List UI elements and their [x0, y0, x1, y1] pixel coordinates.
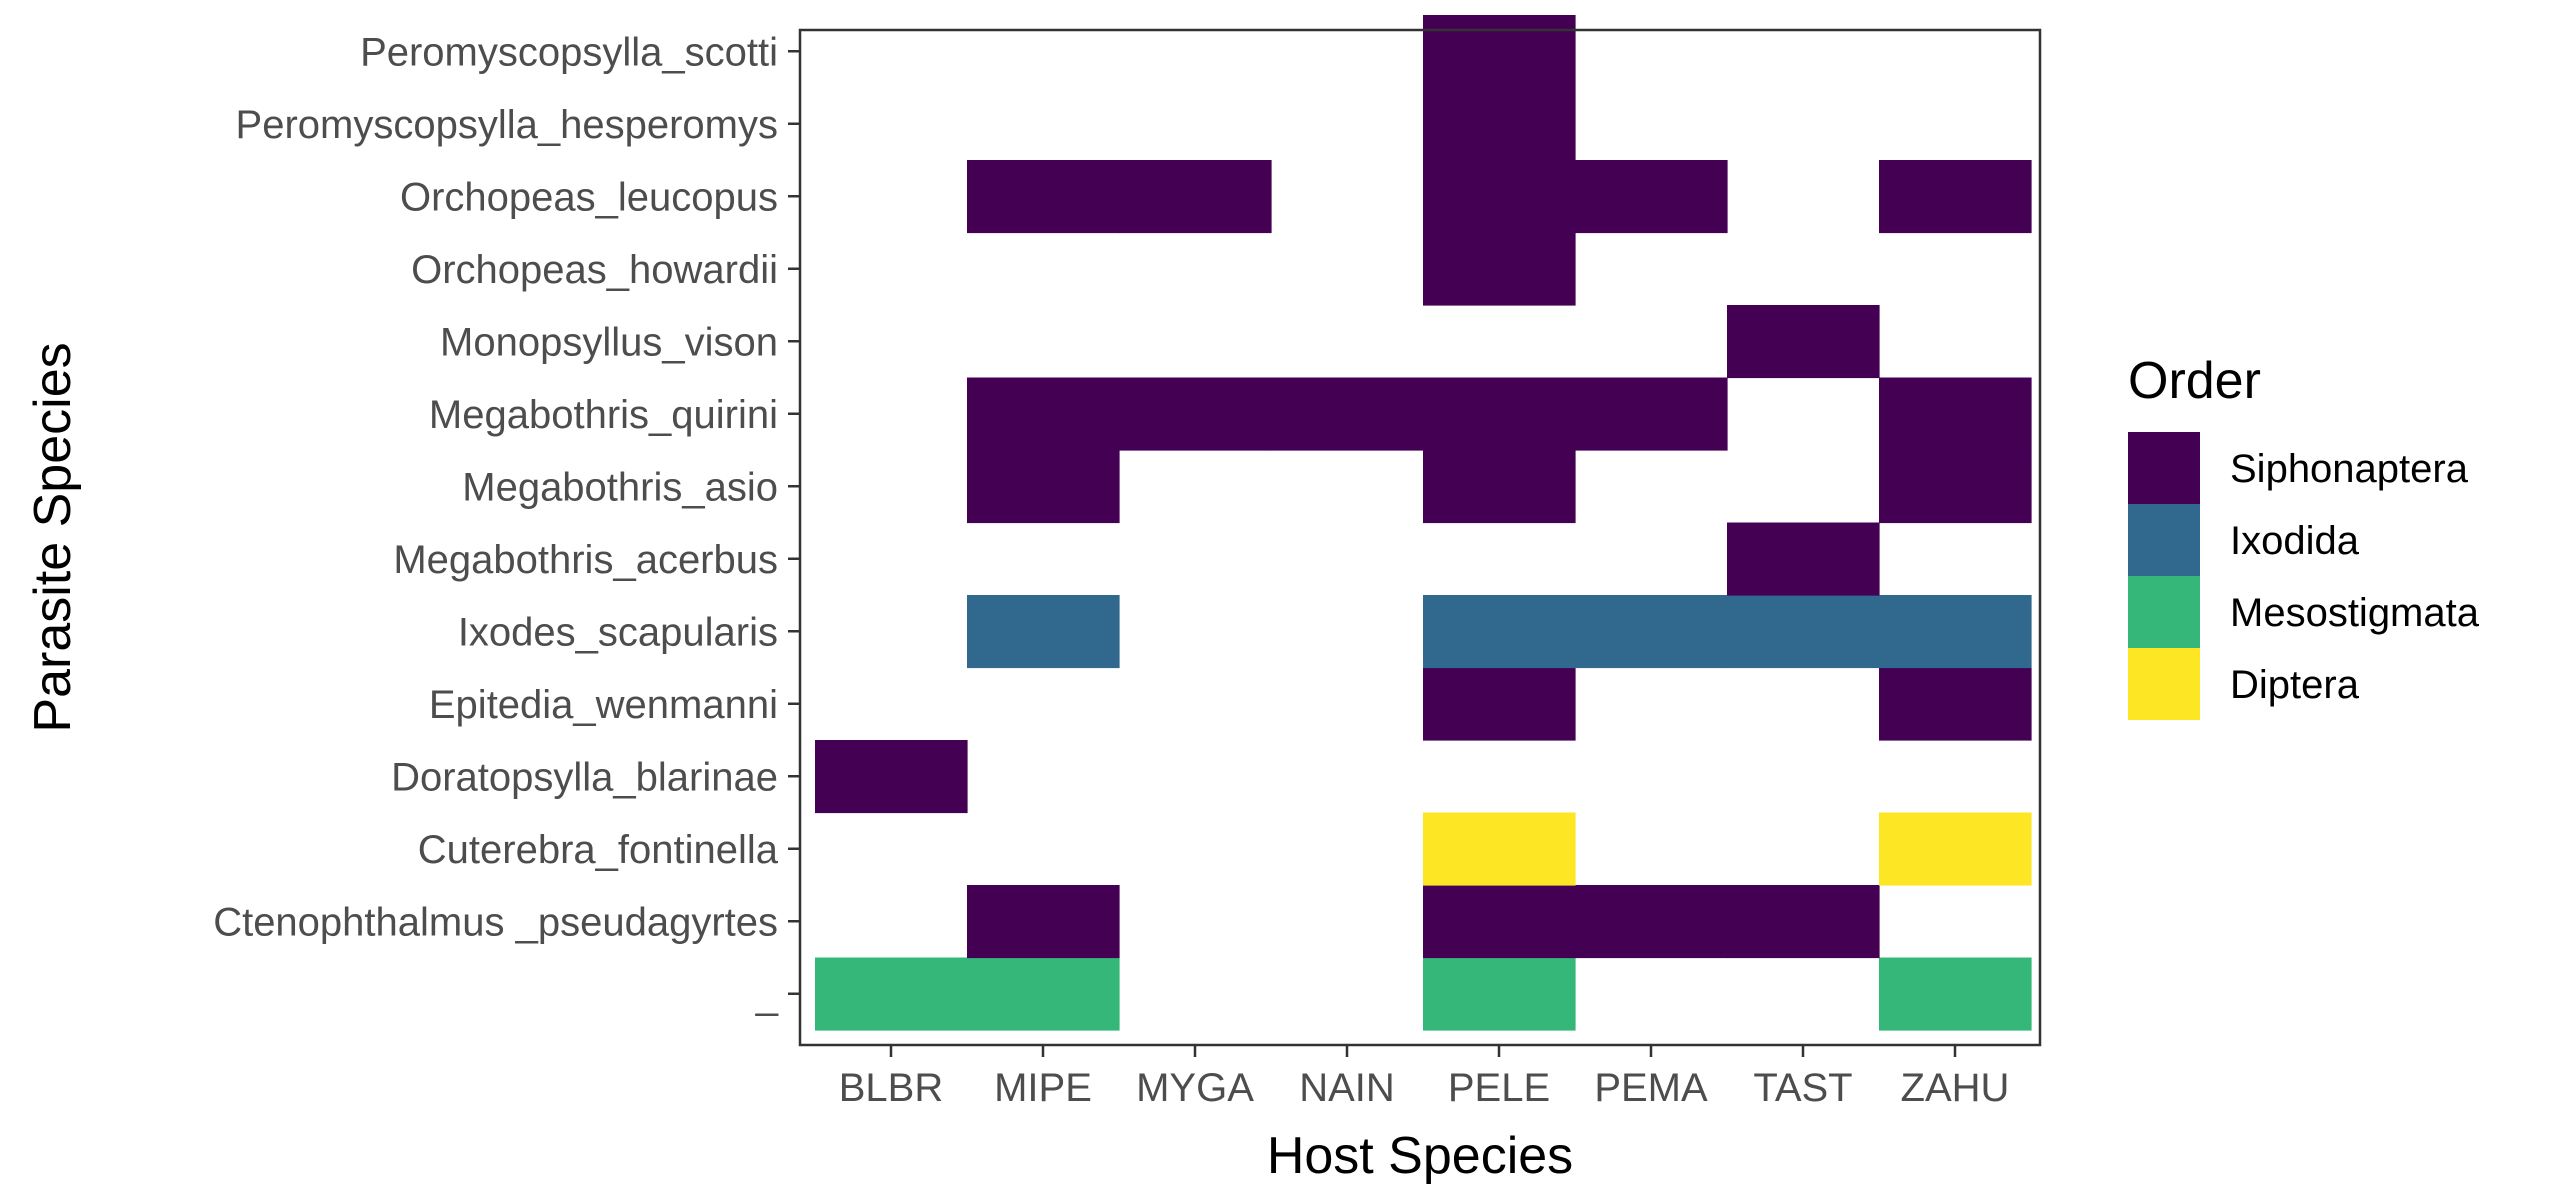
heatmap-cell-pele-megabothris-quirini — [1423, 377, 1576, 451]
x-tick-label: TAST — [1753, 1066, 1852, 1110]
heatmap-cell-zahu-megabothris-asio — [1879, 450, 2032, 524]
heatmap-cell-tast-monopsyllus-vison — [1727, 305, 1880, 379]
heatmap-cell-mipe-blank — [967, 957, 1120, 1031]
x-tick-label: BLBR — [839, 1066, 944, 1110]
y-tick-label: Peromyscopsylla_hesperomys — [236, 103, 778, 147]
heatmap-cell-myga-megabothris-quirini — [1119, 377, 1272, 451]
x-tick-label: PEMA — [1594, 1066, 1708, 1110]
heatmap-cell-pele-ixodes-scapularis — [1423, 595, 1576, 669]
y-tick-label: Megabothris_acerbus — [393, 538, 778, 582]
heatmap-cell-zahu-orchopeas-leucopus — [1879, 160, 2032, 234]
heatmap-cell-pele-orchopeas-leucopus — [1423, 160, 1576, 234]
y-tick-label: Cuterebra_fontinella — [418, 828, 779, 872]
heatmap-cell-pema-ixodes-scapularis — [1575, 595, 1728, 669]
y-tick-label: Megabothris_asio — [462, 465, 778, 509]
y-tick-label: Epitedia_wenmanni — [429, 683, 778, 727]
heatmap-cell-pele-blank — [1423, 957, 1576, 1031]
x-axis-title: Host Species — [1267, 1127, 1573, 1185]
heatmap-cell-zahu-cuterebra-fontinella — [1879, 812, 2032, 886]
heatmap-cell-zahu-megabothris-quirini — [1879, 377, 2032, 451]
legend-label-diptera: Diptera — [2230, 663, 2360, 707]
x-tick-label: NAIN — [1299, 1066, 1395, 1110]
y-tick-label: Megabothris_quirini — [429, 393, 778, 437]
heatmap-cell-mipe-megabothris-quirini — [967, 377, 1120, 451]
legend-label-mesostigmata: Mesostigmata — [2230, 591, 2480, 635]
y-tick-label: Ixodes_scapularis — [458, 610, 778, 654]
heatmap-cell-tast-ctenophthalmus-pseudagyrtes — [1727, 885, 1880, 959]
heatmap-cell-blbr-blank — [815, 957, 968, 1031]
x-axis: BLBR MIPE MYGA NAIN PELE PEMA TAST ZAHU — [839, 1045, 2010, 1110]
legend-key-siphonaptera — [2128, 432, 2200, 504]
heatmap-cell-mipe-orchopeas-leucopus — [967, 160, 1120, 234]
heatmap-cell-pema-megabothris-quirini — [1575, 377, 1728, 451]
legend-key-diptera — [2128, 648, 2200, 720]
legend-key-ixodida — [2128, 504, 2200, 576]
heatmap-cell-mipe-ixodes-scapularis — [967, 595, 1120, 669]
heatmap-cell-blbr-doratopsylla-blarinae — [815, 740, 968, 814]
y-tick-label: Orchopeas_howardii — [411, 248, 778, 292]
x-tick-label: MYGA — [1136, 1066, 1254, 1110]
x-tick-label: ZAHU — [1901, 1066, 2010, 1110]
x-tick-label: PELE — [1448, 1066, 1550, 1110]
legend: Order Siphonaptera Ixodida Mesostigmata Dip… — [2128, 352, 2480, 720]
x-tick-label: MIPE — [994, 1066, 1092, 1110]
heatmap-cell-pele-epitedia-wenmanni — [1423, 667, 1576, 741]
legend-title: Order — [2128, 352, 2261, 410]
y-tick-label: Peromyscopsylla_scotti — [360, 30, 778, 74]
y-tick-label: Orchopeas_leucopus — [400, 175, 778, 219]
heatmap-cell-zahu-blank — [1879, 957, 2032, 1031]
y-axis-title: Parasite Species — [24, 342, 82, 732]
heatmap-cell-pema-ctenophthalmus-pseudagyrtes — [1575, 885, 1728, 959]
y-tick-label: Monopsyllus_vison — [440, 320, 778, 364]
heatmap-cell-pele-orchopeas-howardii — [1423, 232, 1576, 306]
heatmap-cell-tast-ixodes-scapularis — [1727, 595, 1880, 669]
heatmap-cell-zahu-ixodes-scapularis — [1879, 595, 2032, 669]
heatmap-cell-tast-megabothris-acerbus — [1727, 522, 1880, 596]
heatmap-cell-mipe-ctenophthalmus-pseudagyrtes — [967, 885, 1120, 959]
legend-key-mesostigmata — [2128, 576, 2200, 648]
heatmap-cell-pema-orchopeas-leucopus — [1575, 160, 1728, 234]
y-tick-label: _ — [755, 973, 779, 1017]
heatmap-cell-pele-ctenophthalmus-pseudagyrtes — [1423, 885, 1576, 959]
legend-label-ixodida: Ixodida — [2230, 519, 2360, 563]
heatmap-cells — [815, 15, 2032, 1031]
heatmap-cell-zahu-epitedia-wenmanni — [1879, 667, 2032, 741]
y-axis: _ Ctenophthalmus _pseudagyrtes Cuterebra_f… — [213, 30, 800, 1017]
heatmap-cell-pele-peromyscopsylla-scotti — [1423, 15, 1576, 89]
heatmap-cell-pele-peromyscopsylla-hesperomys — [1423, 87, 1576, 161]
heatmap-cell-nain-megabothris-quirini — [1271, 377, 1424, 451]
heatmap-cell-mipe-megabothris-asio — [967, 450, 1120, 524]
y-tick-label: Ctenophthalmus _pseudagyrtes — [213, 900, 778, 944]
heatmap-cell-myga-orchopeas-leucopus — [1119, 160, 1272, 234]
legend-label-siphonaptera: Siphonaptera — [2230, 447, 2469, 491]
plot-panel-border — [798, 28, 2042, 1047]
heatmap-cell-pele-cuterebra-fontinella — [1423, 812, 1576, 886]
heatmap-cell-pele-megabothris-asio — [1423, 450, 1576, 524]
y-tick-label: Doratopsylla_blarinae — [391, 755, 778, 799]
